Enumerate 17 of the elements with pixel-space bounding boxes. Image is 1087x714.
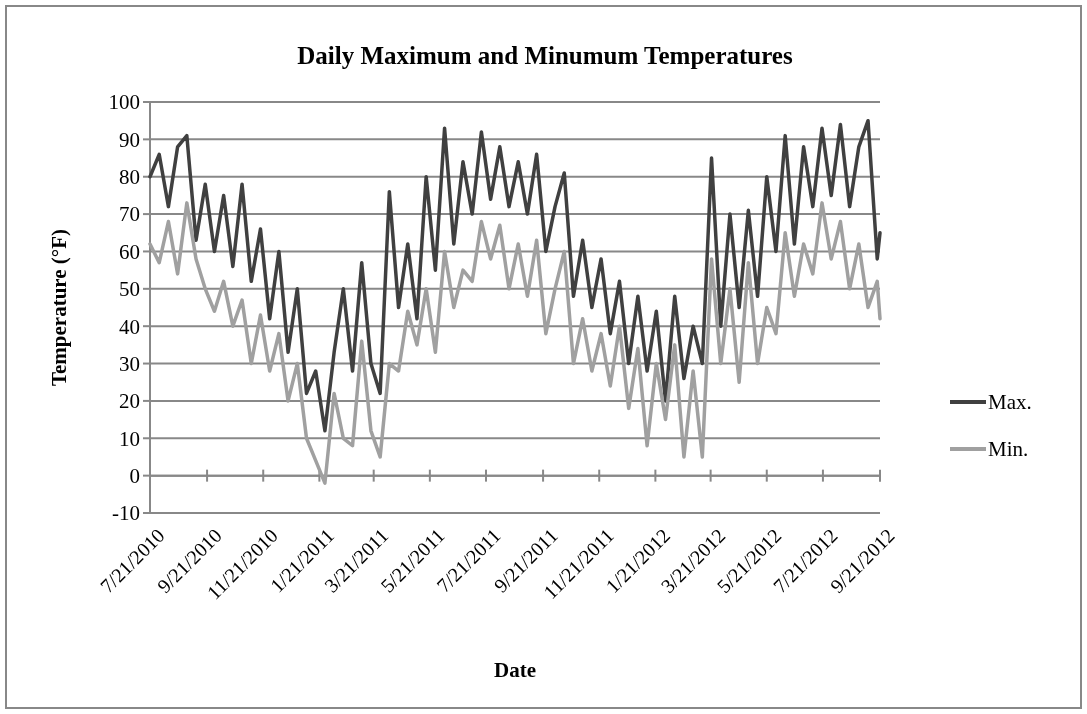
y-tick-label: 90 bbox=[119, 127, 140, 152]
y-tick-label: -10 bbox=[112, 501, 140, 526]
y-tick-label: 100 bbox=[108, 90, 140, 115]
y-axis-title: Temperature (°F) bbox=[47, 228, 71, 387]
y-tick-label: 30 bbox=[119, 351, 140, 376]
y-tick-label: 20 bbox=[119, 389, 140, 414]
y-tick-label: 70 bbox=[119, 202, 140, 227]
y-tick-label: 50 bbox=[119, 277, 140, 302]
y-tick-label: 60 bbox=[119, 239, 140, 264]
y-tick-label: 40 bbox=[119, 314, 140, 339]
y-tick-label: 10 bbox=[119, 426, 140, 451]
chart-title: Daily Maximum and Minumum Temperatures bbox=[297, 42, 793, 69]
x-axis-title: Date bbox=[494, 658, 536, 682]
y-tick-label: 80 bbox=[119, 165, 140, 190]
legend-label: Min. bbox=[988, 437, 1029, 462]
legend-label: Max. bbox=[988, 390, 1032, 415]
y-tick-label: 0 bbox=[129, 463, 140, 488]
